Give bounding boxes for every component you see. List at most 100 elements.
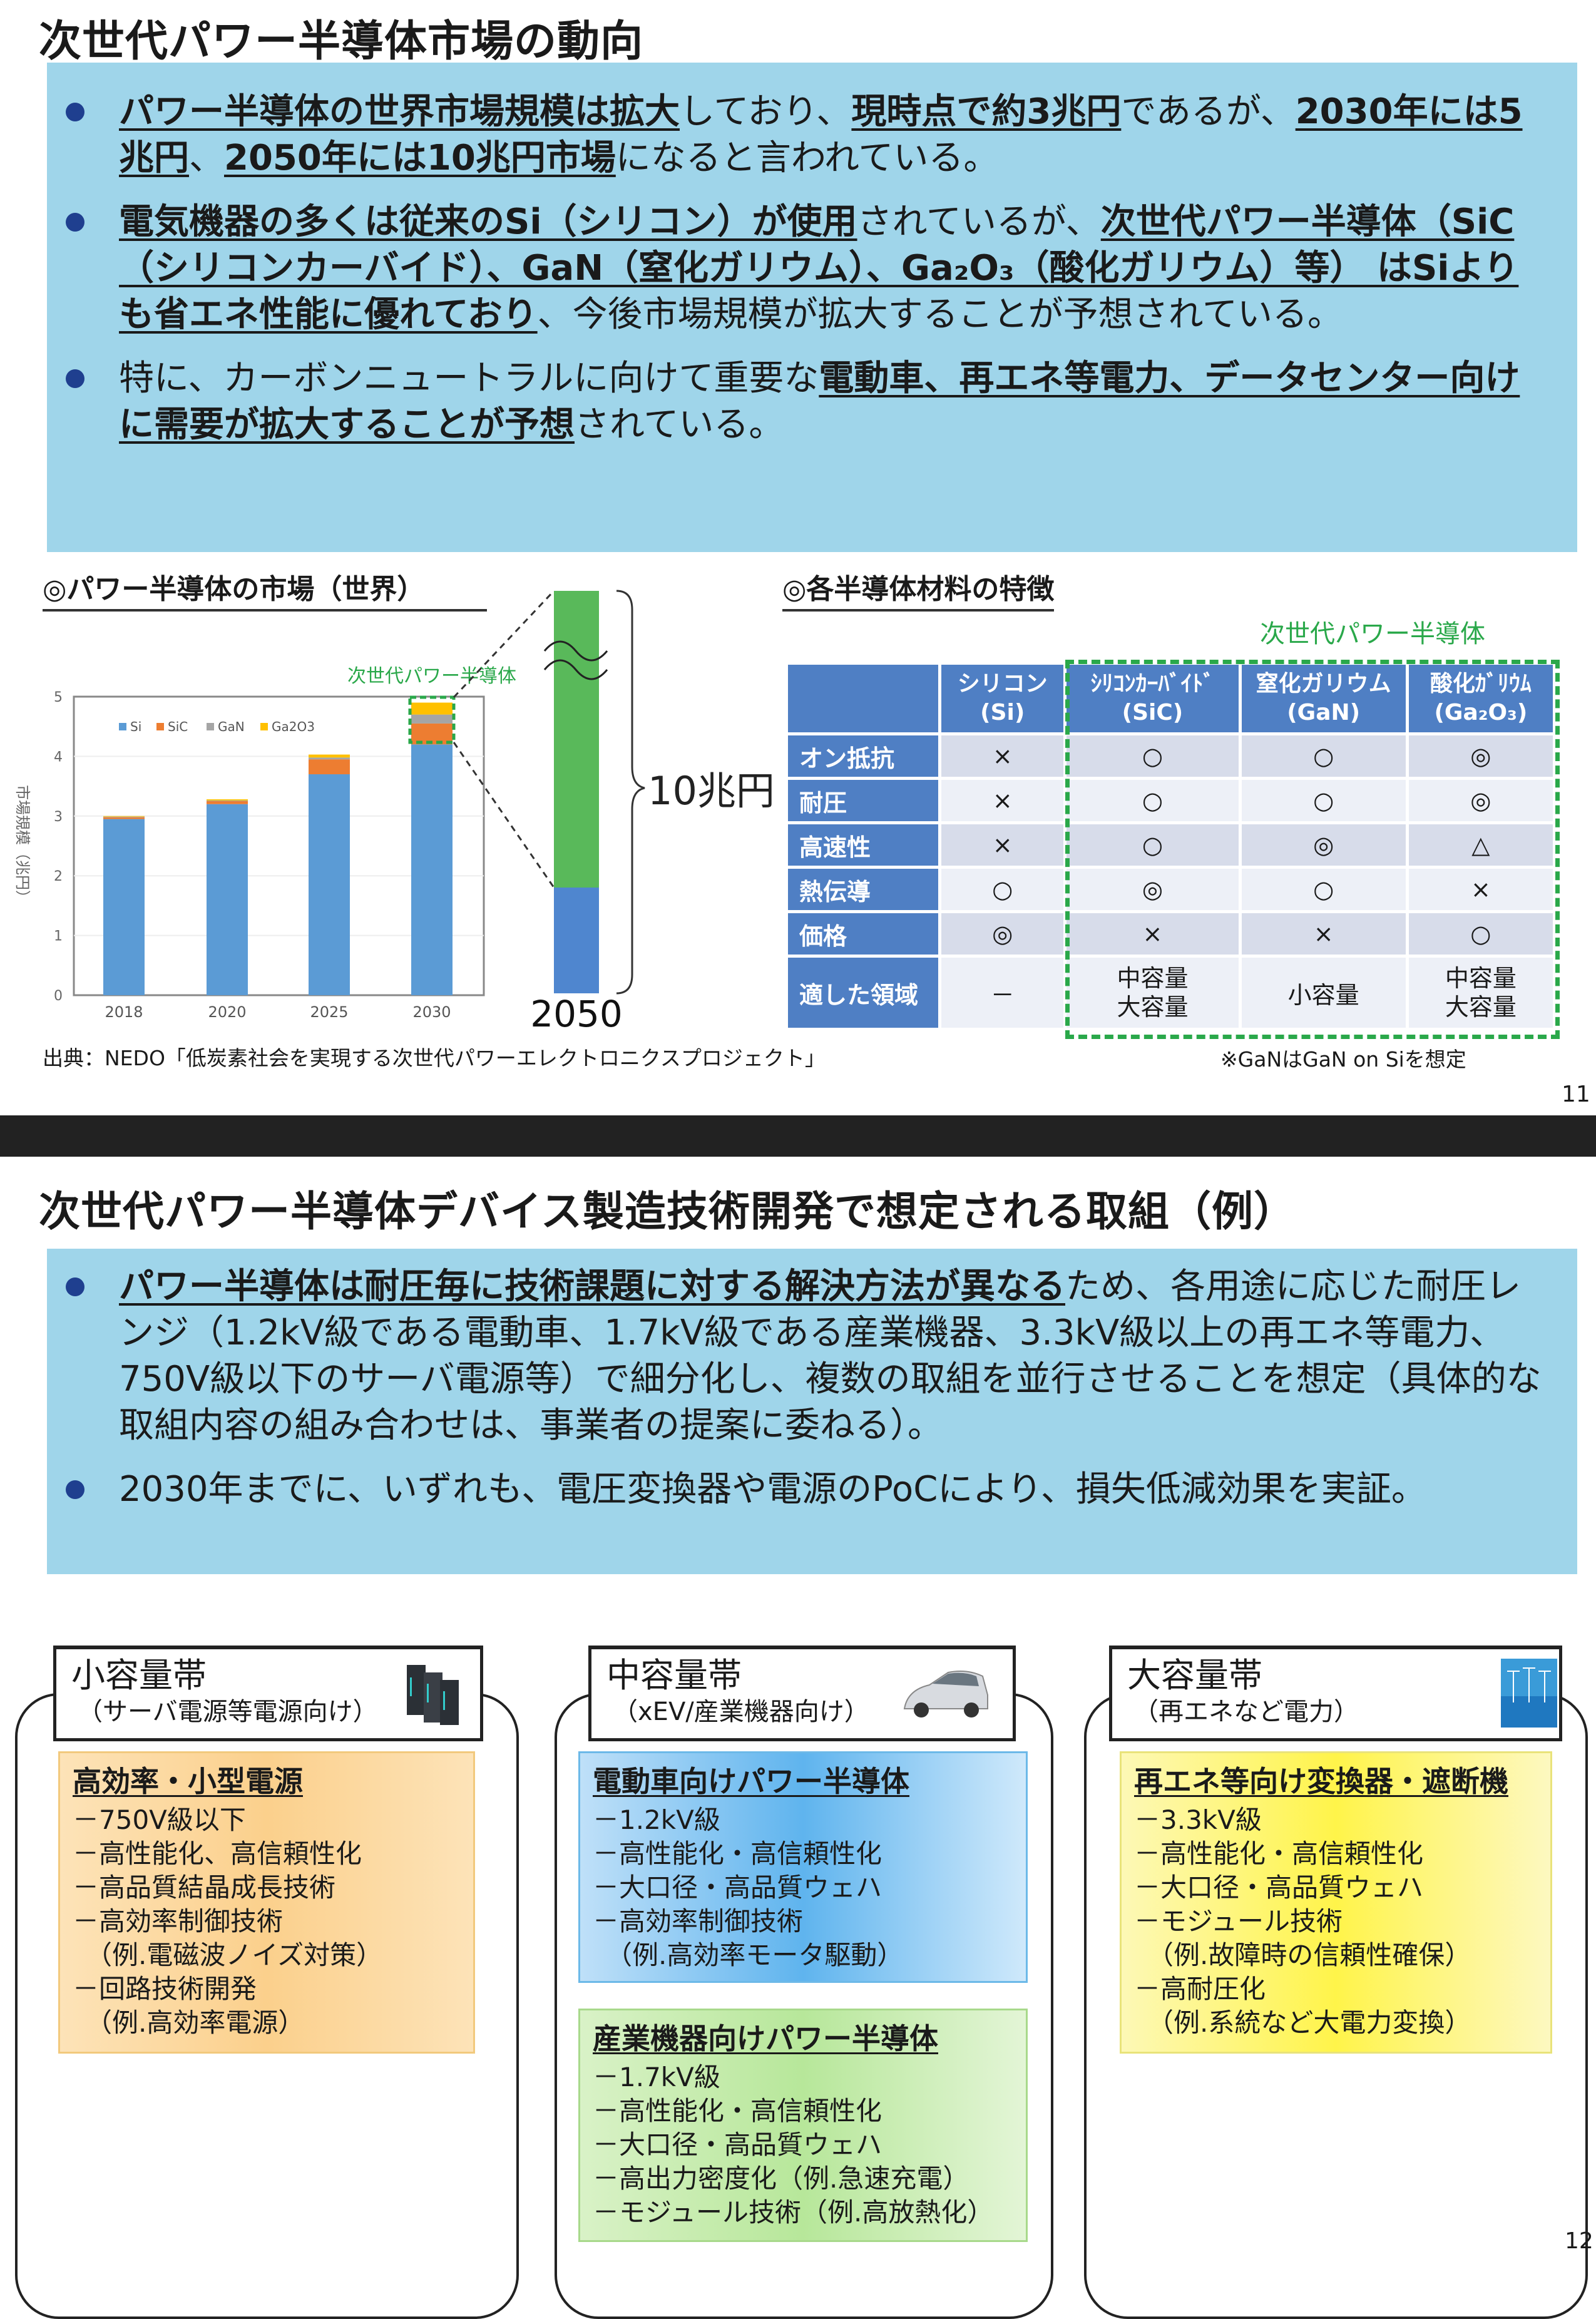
capability-item: －高性能化・高信頼性化 xyxy=(1134,1838,1424,1869)
bar-gan-2025 xyxy=(309,757,350,760)
bar-ga2o3-2018 xyxy=(103,816,145,817)
emphasized-text: パワー半導体は耐圧毎に技術課題に対する解決方法が異なる xyxy=(119,1266,1065,1307)
bullet-text: であるが、 xyxy=(1121,91,1296,132)
panel-subtitle: （再エネなど電力） xyxy=(1133,1697,1359,1726)
wind-turbine-icon xyxy=(1501,1659,1563,1728)
bullet-item: 特に、カーボンニュートラルに向けて重要な電動車、再エネ等電力、データセンター向け… xyxy=(47,356,1577,448)
bullet-text: 、 xyxy=(189,138,224,178)
row-label: 適した領域 xyxy=(788,958,939,1028)
bar-ga2o3-2025 xyxy=(309,754,350,758)
slide2-title: 次世代パワー半導体デバイス製造技術開発で想定される取組（例） xyxy=(39,1187,1296,1236)
bullet-text: されているが、 xyxy=(857,202,1101,242)
x-tick-label: 2020 xyxy=(208,1003,246,1021)
column-header: ｼﾘｺﾝｶｰﾊﾞｲﾄﾞ (SiC) xyxy=(1067,665,1239,732)
capability-item: －回路技術開発 （例.高効率電源） xyxy=(73,1973,305,2038)
panel-subtitle: （サーバ電源等電源向け） xyxy=(78,1697,378,1726)
bar-si-2030 xyxy=(411,744,453,995)
panel-subtitle: （xEV/産業機器向け） xyxy=(613,1697,869,1726)
next-gen-dashed-frame xyxy=(1065,660,1560,1039)
slide-divider xyxy=(0,1115,1596,1157)
emphasized-text: パワー半導体の世界市場規模は拡大 xyxy=(119,91,680,132)
rating-cell: × xyxy=(941,735,1064,777)
zoom-line-top xyxy=(453,590,555,699)
rating-cell: 中容量 大容量 xyxy=(1067,958,1239,1028)
row-label: オン抵抗 xyxy=(788,735,939,777)
rating-cell: ◎ xyxy=(1408,735,1553,777)
x-tick-label: 2025 xyxy=(310,1003,348,1021)
bar-gan-2030 xyxy=(411,714,453,724)
bar-si-2025 xyxy=(309,774,350,995)
column-header xyxy=(788,665,939,732)
rating-cell: ○ xyxy=(1241,735,1406,777)
capability-item: －高出力密度化（例.急速充電） xyxy=(593,2163,969,2194)
legend-swatch xyxy=(260,723,268,730)
bar-ga2o3-2030 xyxy=(411,702,453,715)
bullet-text: になると言われている。 xyxy=(615,138,999,178)
materials-table: シリコン (Si) ｼﾘｺﾝｶｰﾊﾞｲﾄﾞ (SiC) 窒化ガリウム (GaN) 酸化ｶﾞﾘ… xyxy=(785,662,1556,1031)
bullet-text: 2030年までに、いずれも、電圧変換器や電源のPoCにより、損失低減効果を実証。 xyxy=(119,1469,1426,1510)
capability-heading: 産業機器向けパワー半導体 xyxy=(593,2022,938,2055)
slide2-summary-box: パワー半導体は耐圧毎に技術課題に対する解決方法が異なるため、各用途に応じた耐圧レ… xyxy=(47,1249,1577,1574)
table-row: 耐圧 × ○ ○ ◎ xyxy=(788,780,1553,821)
capability-item: －モジュール技術（例.高放熱化） xyxy=(593,2197,994,2228)
bullet-item: パワー半導体は耐圧毎に技術課題に対する解決方法が異なるため、各用途に応じた耐圧レ… xyxy=(47,1264,1577,1449)
capability-item: －高性能化・高信頼性化 xyxy=(593,2096,882,2126)
capability-heading: 電動車向けパワー半導体 xyxy=(593,1764,909,1798)
column-header-name: 酸化ｶﾞﾘｳﾑ xyxy=(1430,671,1532,697)
emphasized-text: 2050年には10兆円市場 xyxy=(224,138,616,178)
bullet-dot-icon xyxy=(66,1480,84,1499)
rating-cell: － xyxy=(941,958,1064,1028)
capability-item: －高耐圧化 （例.系統など大電力変換） xyxy=(1134,1973,1471,2038)
bullet-text: しており、 xyxy=(680,91,852,132)
page-number-12: 12 xyxy=(1565,2228,1593,2253)
legend-label: Si xyxy=(130,719,141,734)
y-tick-label: 3 xyxy=(54,809,63,825)
bar-si-2020 xyxy=(207,804,248,995)
axis-break-icon xyxy=(543,640,608,680)
table-row: 熱伝導 ○ ◎ ○ × xyxy=(788,869,1553,910)
column-header-name: シリコン xyxy=(957,671,1048,697)
table-row: 価格 ◎ × × ○ xyxy=(788,913,1553,955)
table-note: ※GaNはGaN on Siを想定 xyxy=(1220,1047,1466,1072)
capability-item: －3.3kV級 xyxy=(1134,1805,1262,1835)
bar-sic-2018 xyxy=(103,817,145,819)
page-number-11: 11 xyxy=(1562,1082,1590,1107)
bullet-text: ため、各用途に応じた耐圧レンジ（1.2kV級である電動車、1.7kV級である産業… xyxy=(119,1266,1542,1446)
legend-swatch xyxy=(119,723,126,730)
table-header-row: シリコン (Si) ｼﾘｺﾝｶｰﾊﾞｲﾄﾞ (SiC) 窒化ガリウム (GaN) 酸化ｶﾞﾘ… xyxy=(788,665,1553,732)
bullet-dot-icon xyxy=(66,369,84,388)
column-header-formula: (GaN) xyxy=(1287,700,1361,725)
x-tick-label: 2030 xyxy=(412,1003,451,1021)
rating-cell: × xyxy=(1408,869,1553,910)
emphasized-text: 次世代パワー半導体（SiC（シリコンカーバイド）、GaN（窒化ガリウム）、Ga₂… xyxy=(119,202,1519,335)
row-label: 耐圧 xyxy=(788,780,939,821)
capability-item: －1.2kV級 xyxy=(593,1805,720,1835)
bullet-text: されている。 xyxy=(575,404,784,445)
rating-cell: × xyxy=(941,780,1064,821)
row-label: 高速性 xyxy=(788,824,939,866)
capability-item: －高性能化・高信頼性化 xyxy=(593,1838,882,1869)
legend-swatch xyxy=(156,723,164,730)
emphasized-text: 電気機器の多くは従来のSi（シリコン）が使用 xyxy=(119,202,857,242)
emphasized-text: 電動車、再エネ等電力、データセンター向けに需要が拡大することが予想 xyxy=(119,358,1520,445)
rating-cell: ○ xyxy=(1067,824,1239,866)
rating-cell: ○ xyxy=(1067,735,1239,777)
capability-item: －1.7kV級 xyxy=(593,2062,720,2092)
column-header: 酸化ｶﾞﾘｳﾑ (Ga₂O₃) xyxy=(1408,665,1553,732)
rating-cell: ○ xyxy=(1241,780,1406,821)
capability-item: －大口径・高品質ウェハ xyxy=(1134,1872,1424,1903)
bar-2050-value-label: 10兆円 xyxy=(648,768,775,814)
bar-sic-2020 xyxy=(207,801,248,804)
bar-ga2o3-2020 xyxy=(207,799,248,801)
x-tick-label: 2018 xyxy=(105,1003,143,1021)
bar-2050-next-gen xyxy=(554,591,599,888)
legend-swatch xyxy=(207,723,214,730)
bar-si-2018 xyxy=(103,819,145,995)
car-icon xyxy=(903,1659,988,1728)
row-label: 熱伝導 xyxy=(788,869,939,910)
legend-label: Ga2O3 xyxy=(272,719,315,734)
server-icon xyxy=(404,1659,466,1728)
rating-cell: 中容量 大容量 xyxy=(1408,958,1553,1028)
rating-cell: △ xyxy=(1408,824,1553,866)
capability-item: －750V級以下 xyxy=(73,1805,246,1835)
